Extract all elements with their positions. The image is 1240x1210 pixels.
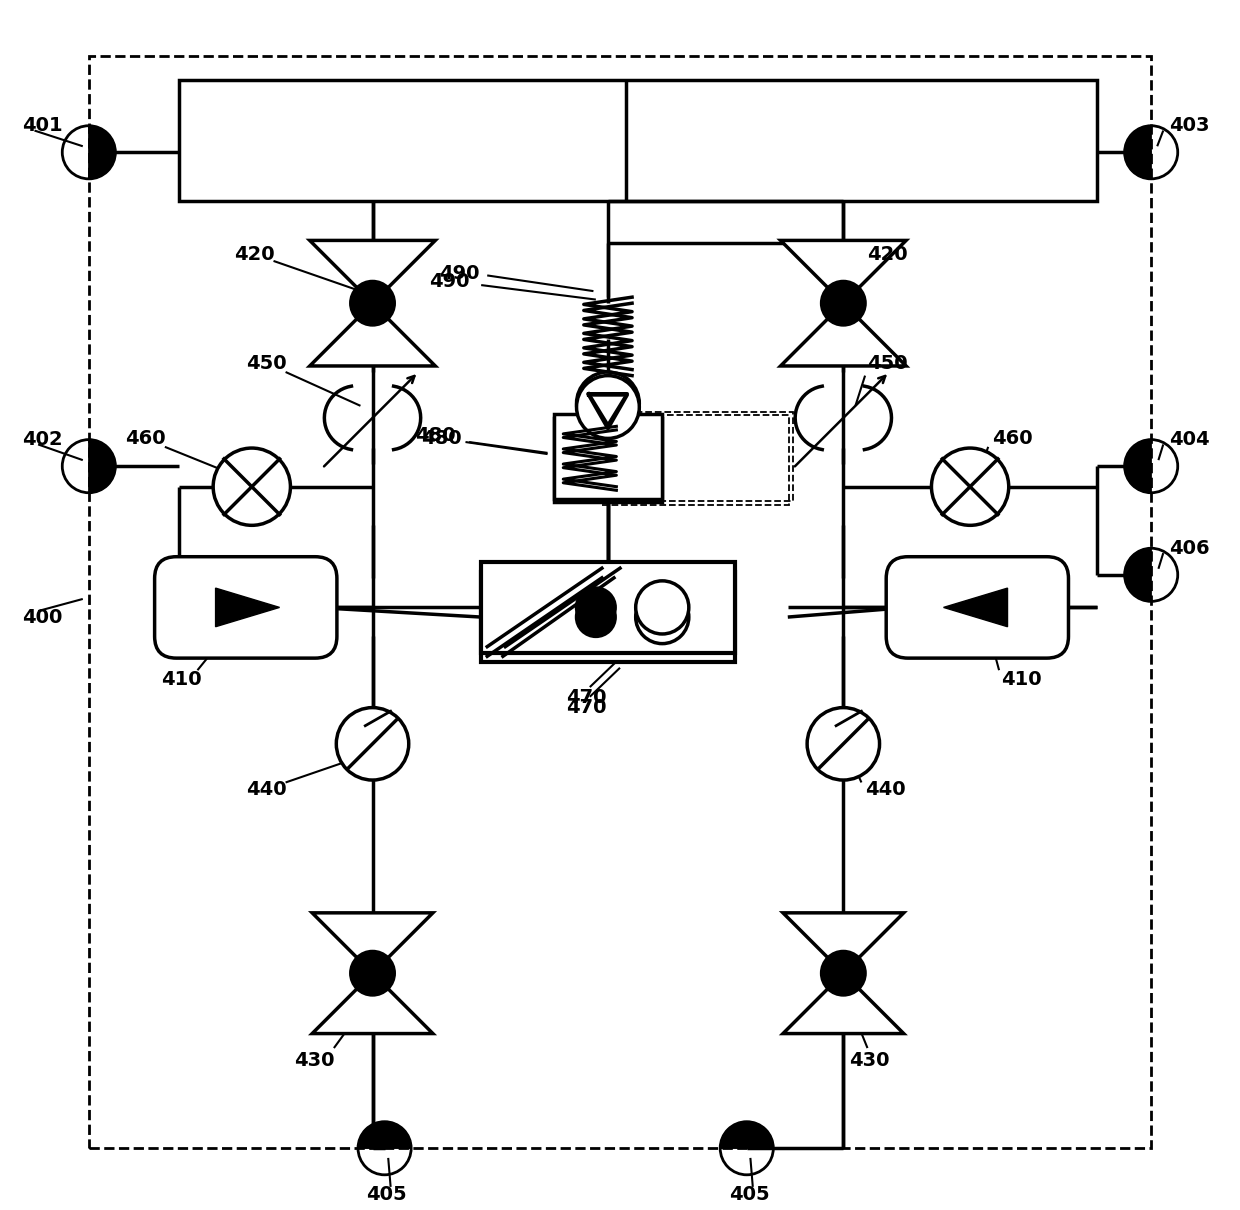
Polygon shape xyxy=(89,126,115,179)
Text: 403: 403 xyxy=(1169,116,1210,136)
Text: 405: 405 xyxy=(367,1185,407,1204)
Bar xyxy=(89,56,1151,1148)
Circle shape xyxy=(351,282,394,325)
Polygon shape xyxy=(780,304,906,365)
Polygon shape xyxy=(310,304,435,365)
Text: 440: 440 xyxy=(866,780,905,799)
Text: 450: 450 xyxy=(868,355,908,373)
Circle shape xyxy=(931,448,1008,525)
Text: 404: 404 xyxy=(1169,430,1210,449)
Polygon shape xyxy=(720,1122,774,1148)
Text: 430: 430 xyxy=(294,1050,335,1070)
Polygon shape xyxy=(1125,126,1151,179)
Text: 470: 470 xyxy=(565,688,606,708)
Circle shape xyxy=(577,588,615,627)
Bar xyxy=(481,572,734,662)
Circle shape xyxy=(577,371,640,434)
Text: 440: 440 xyxy=(246,780,286,799)
Polygon shape xyxy=(358,1122,412,1148)
Bar xyxy=(180,80,1097,201)
Polygon shape xyxy=(312,912,433,973)
Text: 490: 490 xyxy=(429,272,470,290)
Circle shape xyxy=(807,708,879,780)
Text: 480: 480 xyxy=(414,426,455,445)
Polygon shape xyxy=(780,241,906,304)
Text: 406: 406 xyxy=(1169,538,1210,558)
Bar xyxy=(601,415,789,505)
Text: 402: 402 xyxy=(22,430,63,449)
Polygon shape xyxy=(1125,439,1151,492)
Polygon shape xyxy=(216,588,279,627)
Bar xyxy=(601,411,792,501)
Circle shape xyxy=(636,590,688,644)
Text: 410: 410 xyxy=(1002,670,1042,690)
FancyBboxPatch shape xyxy=(155,557,337,658)
Polygon shape xyxy=(89,439,115,492)
Text: 460: 460 xyxy=(992,428,1033,448)
Circle shape xyxy=(636,581,688,634)
Polygon shape xyxy=(782,912,904,973)
Text: 405: 405 xyxy=(729,1185,769,1204)
Circle shape xyxy=(822,282,866,325)
Bar xyxy=(553,417,662,502)
FancyBboxPatch shape xyxy=(887,557,1069,658)
Circle shape xyxy=(213,448,290,525)
Text: 400: 400 xyxy=(22,607,63,627)
Text: 410: 410 xyxy=(161,670,202,690)
Circle shape xyxy=(577,375,640,438)
Text: 470: 470 xyxy=(565,698,606,718)
Circle shape xyxy=(351,951,394,995)
Text: 420: 420 xyxy=(868,246,908,265)
Text: 490: 490 xyxy=(439,264,480,282)
Text: 420: 420 xyxy=(233,246,274,265)
Bar xyxy=(481,563,734,652)
Text: 450: 450 xyxy=(246,355,286,373)
Polygon shape xyxy=(310,241,435,304)
Polygon shape xyxy=(782,973,904,1033)
Text: 460: 460 xyxy=(125,428,166,448)
Text: 480: 480 xyxy=(420,428,461,448)
Bar xyxy=(553,414,662,499)
Text: 430: 430 xyxy=(849,1050,890,1070)
Polygon shape xyxy=(312,973,433,1033)
Polygon shape xyxy=(1125,548,1151,601)
Polygon shape xyxy=(944,588,1008,627)
Circle shape xyxy=(336,708,409,780)
Circle shape xyxy=(822,951,866,995)
Text: 401: 401 xyxy=(22,116,63,136)
Circle shape xyxy=(577,598,615,636)
